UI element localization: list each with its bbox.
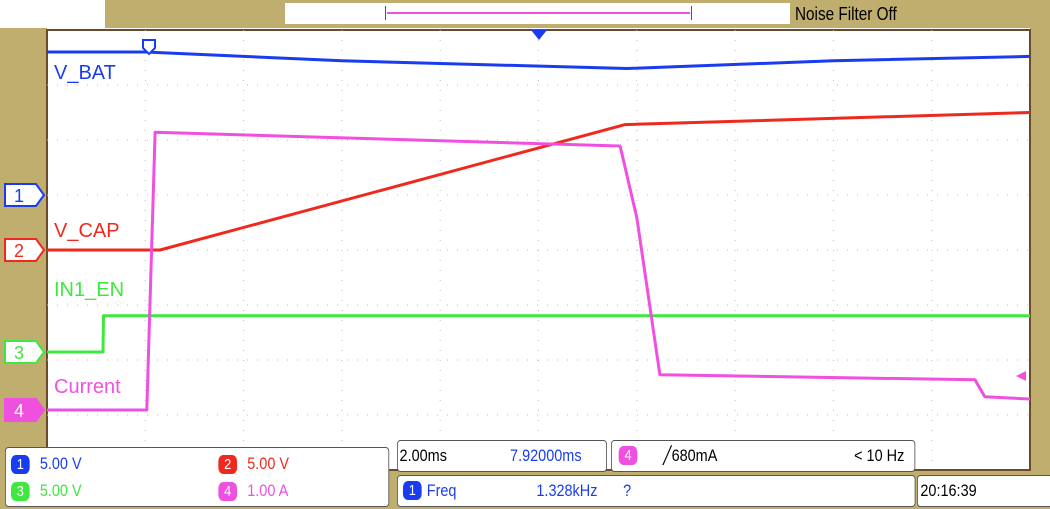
trace-label-in1en: IN1_EN [54, 279, 125, 301]
clock: 20:16:39 [917, 475, 1050, 507]
ch4-ground-marker [4, 398, 46, 422]
trace-vbat [47, 50, 1031, 70]
trigger-source-badge: 4 [618, 446, 638, 465]
time-per-div: 2.00ms [399, 446, 447, 465]
ch3-ground-marker [4, 340, 46, 364]
timebase-overview[interactable] [285, 3, 790, 24]
trace-current [47, 130, 1031, 412]
ch2-scale: 5.00 V [247, 454, 290, 473]
ch3-marker-label: 3 [14, 343, 24, 363]
trace-label-vcap: V_CAP [54, 220, 120, 242]
measure-source-badge: 1 [402, 481, 422, 500]
ch1-scale: 5.00 V [39, 454, 82, 473]
ch4-marker-label: 4 [14, 401, 24, 421]
trace-in1en [47, 314, 1030, 354]
trace-label-current: Current [54, 376, 121, 398]
ch3-scale: 5.00 V [39, 481, 82, 500]
trigger-rate: < 10 Hz [854, 446, 905, 465]
rising-edge-icon: ╱ [662, 446, 672, 465]
right-frame [1030, 28, 1050, 468]
timebase-panel[interactable]: 2.00ms 7.92000ms [397, 440, 607, 472]
measure-name: Freq [426, 481, 457, 500]
trace-vcap [47, 111, 1031, 252]
ch4-badge[interactable]: 4 [218, 482, 238, 501]
ch2-marker-label: 2 [14, 241, 24, 261]
trigger-level-icon [1016, 371, 1026, 381]
trigger-level: ╱680mA [663, 441, 718, 471]
ch1-badge[interactable]: 1 [10, 455, 30, 474]
trigger-position-icon [531, 30, 547, 40]
trigger-level-value: 680mA [671, 446, 718, 465]
noise-filter-status: Noise Filter Off [795, 4, 897, 24]
channel-scales-panel[interactable]: 1 5.00 V 2 5.00 V 3 5.00 V 4 1.00 A [5, 447, 390, 507]
measure-status: ? [623, 481, 632, 500]
ch1-marker-label: 1 [14, 186, 24, 206]
time-position: 7.92000ms [510, 446, 582, 465]
ch2-ground-marker [4, 238, 46, 262]
measurement-panel[interactable]: 1 Freq 1.328kHz ? [397, 475, 916, 507]
ch3-badge[interactable]: 3 [10, 482, 30, 501]
measure-value: 1.328kHz [536, 481, 598, 500]
ch4-scale: 1.00 A [247, 481, 289, 500]
ch1-ground-marker [4, 183, 46, 207]
trigger-point-icon [142, 39, 156, 56]
ch2-badge[interactable]: 2 [218, 455, 238, 474]
trigger-panel[interactable]: 4 ╱680mA < 10 Hz [611, 440, 916, 472]
trace-label-vbat: V_BAT [54, 62, 116, 84]
